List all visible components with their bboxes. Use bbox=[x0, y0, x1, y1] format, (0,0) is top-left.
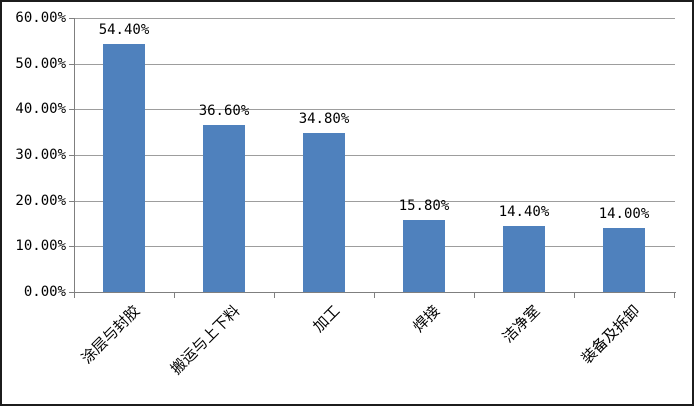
bar bbox=[503, 226, 545, 292]
bar-value-label: 54.40% bbox=[98, 22, 150, 38]
x-tick bbox=[74, 292, 75, 298]
bar-value-label: 14.40% bbox=[498, 204, 550, 220]
y-tick bbox=[69, 155, 74, 156]
x-tick bbox=[574, 292, 575, 298]
y-tick-label: 50.00% bbox=[15, 56, 66, 72]
y-tick bbox=[69, 201, 74, 202]
y-tick-label: 20.00% bbox=[15, 193, 66, 209]
y-tick-label: 10.00% bbox=[15, 238, 66, 254]
bar-value-label: 34.80% bbox=[298, 111, 350, 127]
x-tick bbox=[274, 292, 275, 298]
y-tick-label: 30.00% bbox=[15, 147, 66, 163]
y-tick-label: 0.00% bbox=[23, 284, 66, 300]
y-axis bbox=[74, 18, 75, 292]
bar bbox=[103, 44, 145, 292]
gridline bbox=[75, 109, 675, 110]
y-tick bbox=[69, 18, 74, 19]
x-tick bbox=[374, 292, 375, 298]
gridline bbox=[75, 246, 675, 247]
x-tick bbox=[674, 292, 675, 298]
x-category-label: 涂层与封胶 bbox=[77, 301, 144, 368]
y-tick bbox=[69, 109, 74, 110]
x-axis bbox=[74, 292, 676, 293]
gridline bbox=[75, 155, 675, 156]
bar bbox=[303, 133, 345, 292]
y-tick-label: 40.00% bbox=[15, 101, 66, 117]
bar bbox=[203, 125, 245, 292]
y-tick bbox=[69, 246, 74, 247]
y-tick bbox=[69, 292, 74, 293]
y-tick bbox=[69, 64, 74, 65]
gridline bbox=[75, 201, 675, 202]
bar-value-label: 36.60% bbox=[198, 103, 250, 119]
gridline bbox=[75, 18, 675, 19]
x-tick bbox=[474, 292, 475, 298]
x-tick bbox=[174, 292, 175, 298]
y-tick-label: 60.00% bbox=[15, 10, 66, 26]
bar bbox=[603, 228, 645, 292]
bar-value-label: 14.00% bbox=[598, 206, 650, 222]
gridline bbox=[75, 64, 675, 65]
bar-value-label: 15.80% bbox=[398, 198, 450, 214]
bar bbox=[403, 220, 445, 292]
